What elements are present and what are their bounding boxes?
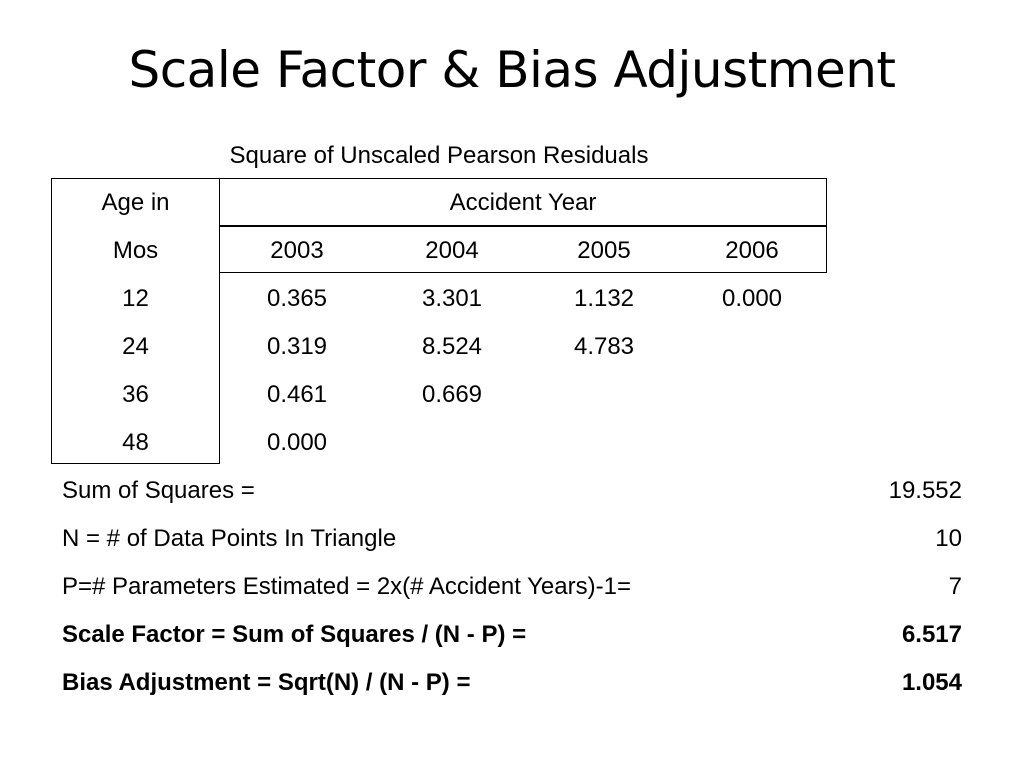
residual-cell: 0.461 [266, 381, 328, 408]
summary-label: Bias Adjustment = Sqrt(N) / (N - P) = [62, 669, 471, 696]
age-header-line2: Mos [112, 237, 159, 264]
age-cell: 48 [122, 429, 149, 456]
age-cell: 12 [122, 285, 149, 312]
age-column-border [51, 178, 220, 464]
table-caption: Square of Unscaled Pearson Residuals [229, 142, 649, 169]
residual-cell: 0.000 [266, 429, 328, 456]
summary-value: 7 [948, 573, 962, 600]
age-cell: 24 [122, 333, 149, 360]
data-points-row: N = # of Data Points In Triangle 10 [62, 515, 962, 563]
residual-cell: 0.319 [266, 333, 328, 360]
slide-title: Scale Factor & Bias Adjustment [128, 41, 896, 99]
summary-value: 1.054 [901, 669, 962, 696]
year-header-divider [219, 225, 827, 227]
summary-value: 6.517 [901, 621, 962, 648]
residual-cell: 4.783 [573, 333, 635, 360]
parameters-row: P=# Parameters Estimated = 2x(# Accident… [62, 563, 962, 611]
year-header-cell: 2003 [270, 237, 324, 264]
residual-cell: 3.301 [421, 285, 483, 312]
residual-cell: 0.000 [721, 285, 783, 312]
age-cell: 36 [122, 381, 149, 408]
residual-cell: 0.669 [421, 381, 483, 408]
summary-label: P=# Parameters Estimated = 2x(# Accident… [62, 573, 631, 600]
year-header-cell: 2006 [725, 237, 779, 264]
sum-of-squares-row: Sum of Squares = 19.552 [62, 467, 962, 515]
residual-cell: 8.524 [421, 333, 483, 360]
accident-year-header: Accident Year [449, 189, 597, 216]
summary-label: Scale Factor = Sum of Squares / (N - P) … [62, 621, 527, 648]
residual-cell: 0.365 [266, 285, 328, 312]
scale-factor-row: Scale Factor = Sum of Squares / (N - P) … [62, 611, 962, 659]
summary-label: Sum of Squares = [62, 477, 255, 504]
age-header-line1: Age in [101, 189, 170, 216]
year-header-cell: 2005 [577, 237, 631, 264]
summary-value: 10 [935, 525, 962, 552]
summary-value: 19.552 [888, 477, 962, 504]
summary-label: N = # of Data Points In Triangle [62, 525, 397, 552]
bias-adjustment-row: Bias Adjustment = Sqrt(N) / (N - P) = 1.… [62, 659, 962, 707]
year-header-cell: 2004 [425, 237, 479, 264]
residual-cell: 1.132 [573, 285, 635, 312]
